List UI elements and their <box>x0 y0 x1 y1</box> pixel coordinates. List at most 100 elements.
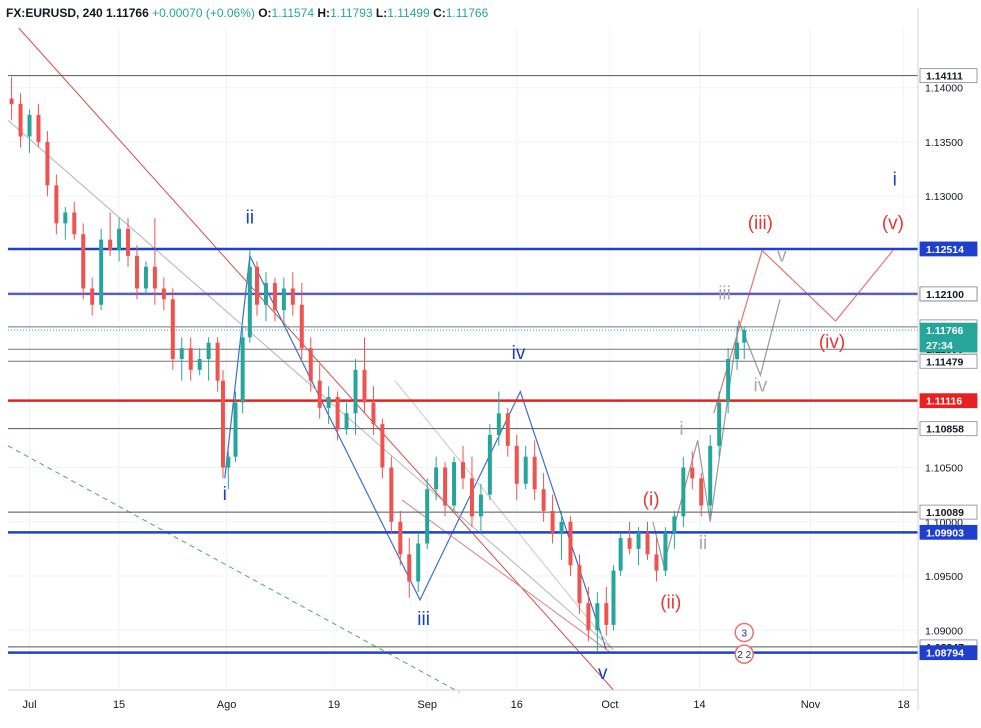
candle-body <box>126 228 131 256</box>
candle-body <box>514 445 519 484</box>
candle-body <box>425 489 430 544</box>
candle-body <box>36 114 41 142</box>
time-tick-label: 14 <box>693 699 705 711</box>
candle-body <box>532 456 537 490</box>
event-badge-circle <box>734 622 754 643</box>
wave-label: ii <box>699 533 707 554</box>
candle-body <box>478 494 483 517</box>
candle-body <box>152 266 157 289</box>
candle-body <box>206 342 211 359</box>
wave-label: v <box>777 245 787 266</box>
wave-label: i <box>679 419 683 440</box>
high-label: H: <box>317 6 331 20</box>
candle-body <box>577 565 582 604</box>
low-label: L: <box>375 6 388 20</box>
time-tick-label: Nov <box>801 699 821 711</box>
candle-body <box>263 283 268 305</box>
time-axis[interactable]: Jul 15 Ago 19 Sep 16 Oct 14 Nov 18 <box>8 689 918 711</box>
candle-body <box>81 234 86 289</box>
axis-price-tag: 1.12100 <box>926 289 964 301</box>
wave-label: iii <box>417 609 430 630</box>
candle-body <box>452 462 457 506</box>
level-price-tag: 1.14111 <box>926 71 963 83</box>
wave-label: (ii) <box>660 593 681 614</box>
candle-body <box>586 603 591 631</box>
last-price: 1.11766 <box>106 6 149 20</box>
candle-body <box>272 283 277 311</box>
wave-label: (iv) <box>819 332 845 353</box>
axis-price-tag-bg <box>919 286 978 302</box>
price-tick-label: 1.09000 <box>925 625 963 637</box>
wave-label: ii <box>246 207 254 228</box>
candle-body <box>690 467 695 479</box>
candle-body <box>197 359 202 370</box>
candle-body <box>90 288 95 305</box>
wave-label: (iii) <box>748 213 773 234</box>
candle-body <box>708 445 713 506</box>
candle-body <box>188 348 193 370</box>
candle-body <box>299 304 304 349</box>
level-price-tag-bg <box>919 504 978 520</box>
price-tick-label: 1.13500 <box>925 137 963 149</box>
level-price-tag-bg <box>919 393 978 409</box>
event-badge-circle <box>734 644 754 664</box>
time-tick-label: Ago <box>217 699 237 711</box>
candle-body <box>611 570 616 625</box>
candle-body <box>487 434 492 495</box>
candle-body <box>290 288 295 305</box>
candle-body <box>226 456 231 468</box>
symbol-label[interactable]: FX:EURUSD, 240 <box>6 6 103 20</box>
blue-wave <box>224 253 607 651</box>
candle-body <box>281 288 286 311</box>
level-price-tag: 1.11479 <box>926 356 964 368</box>
candle-body <box>541 489 546 511</box>
chart-header: FX:EURUSD, 240 1.11766 +0.00070 (+0.06%)… <box>6 6 488 20</box>
candle-body <box>496 413 501 435</box>
candle-body <box>398 521 403 555</box>
event-badge-text: 2 2 <box>737 650 751 661</box>
time-tick-label: 16 <box>511 699 523 711</box>
open-label: O: <box>258 6 272 20</box>
price-tick-label: 1.13000 <box>925 191 963 203</box>
candle-body <box>220 380 225 468</box>
candle-body <box>353 369 358 414</box>
candle-body <box>645 532 650 555</box>
candle-body <box>416 543 421 582</box>
candle-body <box>681 467 686 517</box>
axis-price-tag-bg <box>919 322 978 338</box>
candle-body <box>654 554 659 571</box>
level-price-tag-bg <box>919 524 978 540</box>
level-price-tag: 1.10858 <box>926 424 964 436</box>
level-price-tag-bg <box>919 241 978 257</box>
wave-label: i <box>893 169 897 190</box>
candle-body <box>161 288 166 300</box>
candle-body <box>233 402 238 457</box>
wave-label: iv <box>753 376 767 397</box>
candle-body <box>317 380 322 408</box>
candlesticks <box>9 76 747 653</box>
candle-body <box>434 467 439 490</box>
candle-body <box>54 185 59 224</box>
candle-body <box>699 478 704 506</box>
candle-body <box>618 538 623 571</box>
candle-body <box>362 369 367 403</box>
price-tick-label: 1.14000 <box>925 83 963 95</box>
candle-body <box>380 424 385 468</box>
candle-body <box>326 396 331 408</box>
dashed-channel-line <box>7 445 460 693</box>
wave-label: v <box>598 663 608 684</box>
wave-label: iii <box>718 283 731 304</box>
candle-body <box>27 114 32 137</box>
price-tick-label: 1.09500 <box>925 571 963 583</box>
candle-body <box>215 342 220 381</box>
candle-body <box>335 396 340 430</box>
price-axis[interactable]: 1.090001.095001.100001.105001.130001.135… <box>917 8 981 710</box>
level-price-tag-bg <box>919 421 978 437</box>
gray-wave <box>652 299 781 568</box>
level-price-tag: 1.11116 <box>926 396 962 408</box>
candle-body <box>735 342 740 359</box>
pink-wave <box>713 249 894 414</box>
candle-body <box>559 521 564 533</box>
